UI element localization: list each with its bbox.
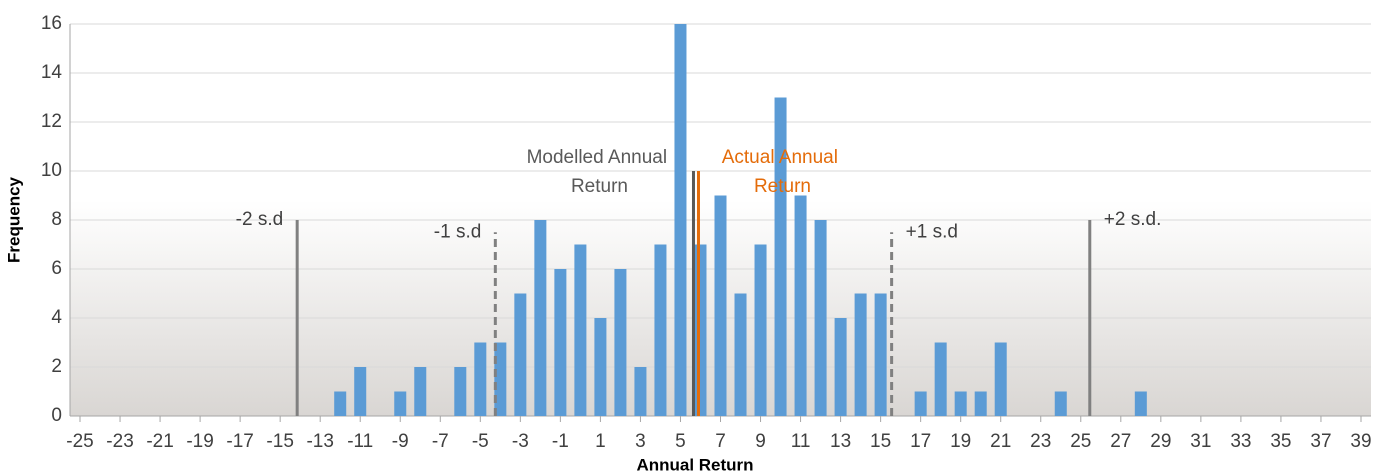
- bar: [614, 269, 627, 416]
- bar: [574, 244, 587, 416]
- bar: [1054, 391, 1067, 416]
- y-axis-title: Frequency: [4, 176, 23, 263]
- x-tick-label: 29: [1150, 431, 1171, 452]
- bar: [394, 391, 407, 416]
- x-tick-label: -5: [472, 431, 489, 452]
- x-tick-label: 7: [715, 431, 726, 452]
- bar: [794, 195, 807, 416]
- x-axis-title: Annual Return: [636, 455, 753, 474]
- x-tick-label: 33: [1230, 431, 1251, 452]
- bar: [594, 318, 607, 416]
- x-tick-label: 17: [910, 431, 931, 452]
- bar: [734, 293, 747, 416]
- bar: [554, 269, 567, 416]
- bar: [954, 391, 967, 416]
- y-tick-label: 6: [51, 258, 62, 279]
- x-tick-label: -15: [266, 431, 293, 452]
- x-tick-label: 13: [830, 431, 851, 452]
- bar: [654, 244, 667, 416]
- x-tick-label: -7: [432, 431, 449, 452]
- y-tick-label: 2: [51, 356, 62, 377]
- bar: [714, 195, 727, 416]
- reference-label: Actual Annual Return: [722, 147, 843, 197]
- reference-label-line: Return: [571, 176, 628, 197]
- bar: [754, 244, 767, 416]
- bar: [974, 391, 987, 416]
- bar: [334, 391, 347, 416]
- x-tick-label: 1: [595, 431, 606, 452]
- x-tick-label: 23: [1030, 431, 1051, 452]
- reference-label: Modelled Annual Return: [527, 147, 673, 197]
- bar: [694, 244, 707, 416]
- bar: [454, 367, 467, 416]
- bar: [514, 293, 527, 416]
- x-tick-label: 15: [870, 431, 891, 452]
- x-tick-label: 37: [1310, 431, 1331, 452]
- x-tick-label: 3: [635, 431, 646, 452]
- x-tick-label: -3: [512, 431, 529, 452]
- reference-label: +2 s.d.: [1104, 209, 1162, 230]
- x-tick-label: 25: [1070, 431, 1091, 452]
- y-tick-label: 0: [51, 405, 62, 426]
- x-tick-label: -17: [226, 431, 253, 452]
- bar: [474, 342, 487, 416]
- reference-label-line: Return: [754, 176, 811, 197]
- bar: [934, 342, 947, 416]
- x-tick-label: 31: [1190, 431, 1211, 452]
- x-tick-label: -21: [146, 431, 173, 452]
- y-tick-label: 12: [41, 111, 62, 132]
- x-tick-label: 39: [1350, 431, 1371, 452]
- bar: [634, 367, 647, 416]
- reference-label: -2 s.d: [236, 209, 284, 230]
- reference-label: +1 s.d: [906, 221, 958, 242]
- bar: [814, 220, 827, 416]
- x-tick-label: 27: [1110, 431, 1131, 452]
- reference-label-line: Actual Annual: [722, 147, 843, 168]
- y-tick-label: 14: [41, 62, 63, 83]
- reference-label: -1 s.d: [434, 221, 482, 242]
- bar: [874, 293, 887, 416]
- x-tick-label: -19: [186, 431, 213, 452]
- x-tick-label: -13: [306, 431, 333, 452]
- x-tick-label: -11: [347, 431, 373, 452]
- x-tick-label: -9: [392, 431, 409, 452]
- x-tick-label: 35: [1270, 431, 1291, 452]
- y-tick-label: 4: [51, 307, 62, 328]
- x-tick-label: -1: [552, 431, 569, 452]
- bar: [494, 342, 507, 416]
- reference-label-line: Modelled Annual: [527, 147, 673, 168]
- x-tick-label: 19: [950, 431, 971, 452]
- y-tick-label: 10: [41, 160, 62, 181]
- bar: [834, 318, 847, 416]
- bar: [534, 220, 547, 416]
- x-tick-label: -25: [66, 431, 93, 452]
- bar: [1134, 391, 1147, 416]
- bar: [674, 24, 687, 416]
- x-tick-label: -23: [106, 431, 133, 452]
- bar: [914, 391, 927, 416]
- x-tick-label: 5: [675, 431, 686, 452]
- x-tick-label: 21: [990, 431, 1011, 452]
- bar: [354, 367, 367, 416]
- x-tick-label: 11: [791, 431, 811, 452]
- bar: [854, 293, 867, 416]
- bar: [414, 367, 427, 416]
- y-tick-label: 8: [51, 209, 62, 230]
- bar: [774, 97, 787, 416]
- y-tick-label: 16: [41, 13, 62, 34]
- x-tick-label: 9: [755, 431, 766, 452]
- bar: [994, 342, 1007, 416]
